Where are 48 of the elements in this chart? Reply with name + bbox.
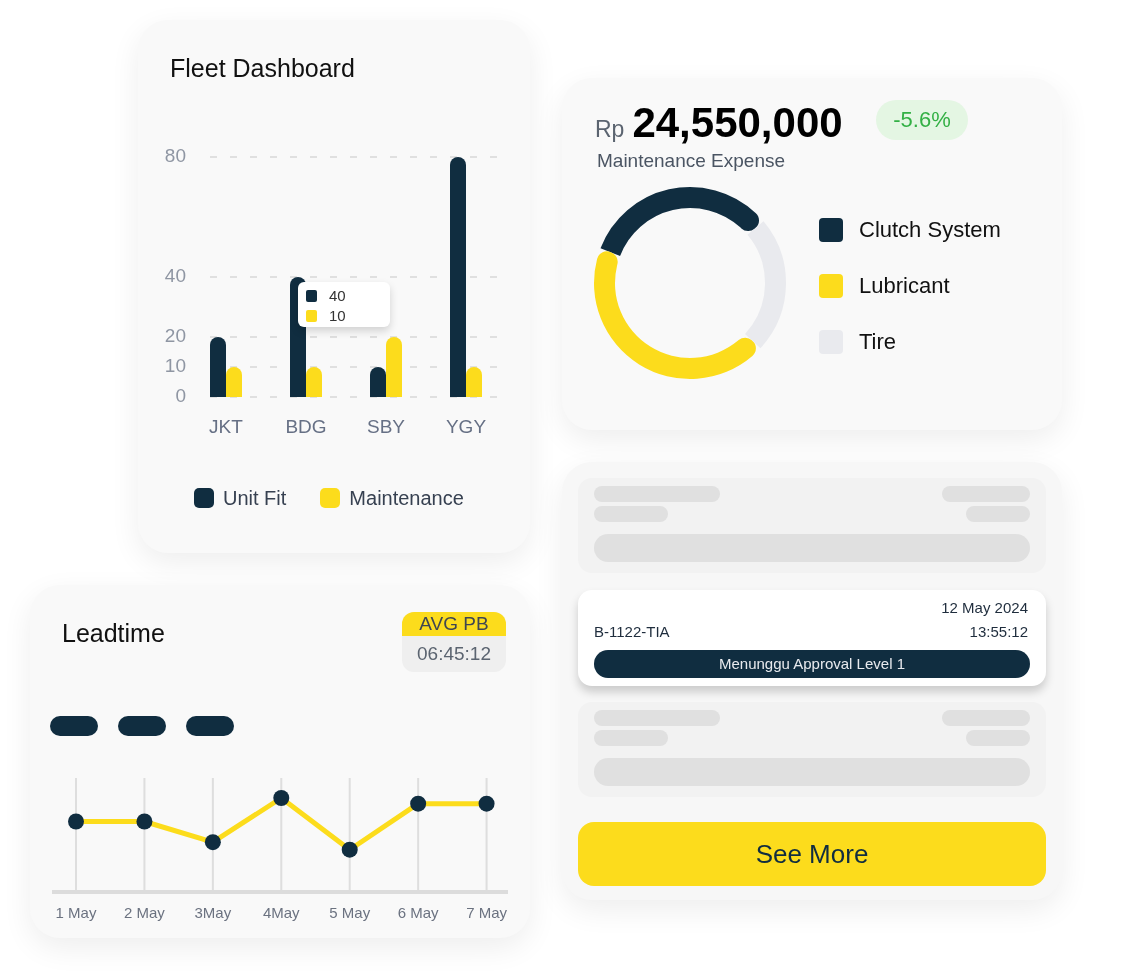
badge: -5.6% [876, 100, 968, 140]
point [341, 841, 358, 858]
x-tick-label: 4May [262, 904, 301, 922]
x-tick-label: 7 May [466, 904, 508, 922]
legend-label: Tire [859, 329, 897, 354]
x-tick-label: 5 May [329, 904, 371, 922]
point [273, 790, 290, 806]
x-tick-label: BDG [285, 415, 327, 437]
point [478, 795, 495, 812]
text: Rp [595, 115, 625, 143]
legend-label: Lubricant [859, 273, 950, 298]
x-tick-label: 1 May [55, 904, 97, 922]
x-tick-label: SBY [366, 415, 406, 437]
y-tick-label: 20 [164, 325, 186, 347]
bar [466, 367, 482, 397]
text: 24,550,000 [632, 99, 843, 146]
bar [386, 337, 402, 397]
legend-label: Clutch System [859, 217, 1001, 242]
button: See More [578, 822, 1046, 886]
bar [226, 367, 242, 397]
chart-title: Fleet Dashboard [170, 53, 355, 83]
bar [210, 337, 226, 397]
annotation: 40 [329, 287, 346, 304]
x-tick-label: JKT [209, 415, 244, 437]
y-tick-label: 10 [164, 355, 186, 377]
bar [370, 367, 386, 397]
chart-title: Maintenance Expense [597, 149, 786, 173]
chart-title: Leadtime [62, 618, 165, 648]
point [68, 813, 84, 830]
annotation: 10 [329, 307, 346, 324]
point [204, 834, 221, 851]
status-badge: Menunggu Approval Level 1 [594, 650, 1030, 678]
point [410, 795, 427, 812]
x-tick-label: 3May [194, 904, 232, 922]
x-tick-label: 2 May [124, 904, 166, 922]
y-tick-label: 40 [164, 265, 186, 287]
y-tick-label: 0 [175, 385, 186, 407]
bar [306, 367, 322, 397]
x-tick-label: YGY [445, 415, 487, 437]
legend-label: Maintenance [349, 487, 464, 509]
point [136, 813, 153, 830]
x-tick-label: 6 May [397, 904, 440, 922]
tooltip: 40 10 [298, 282, 390, 327]
list-item-card: 12 May 2024 B-1122-TIA 13:55:12 Menunggu Approval Level 1 [578, 590, 1046, 686]
bar [450, 157, 466, 397]
legend-label: Unit Fit [223, 487, 287, 509]
y-tick-label: 80 [164, 145, 186, 167]
badge: AVG PB 06:45:12 [402, 612, 506, 672]
